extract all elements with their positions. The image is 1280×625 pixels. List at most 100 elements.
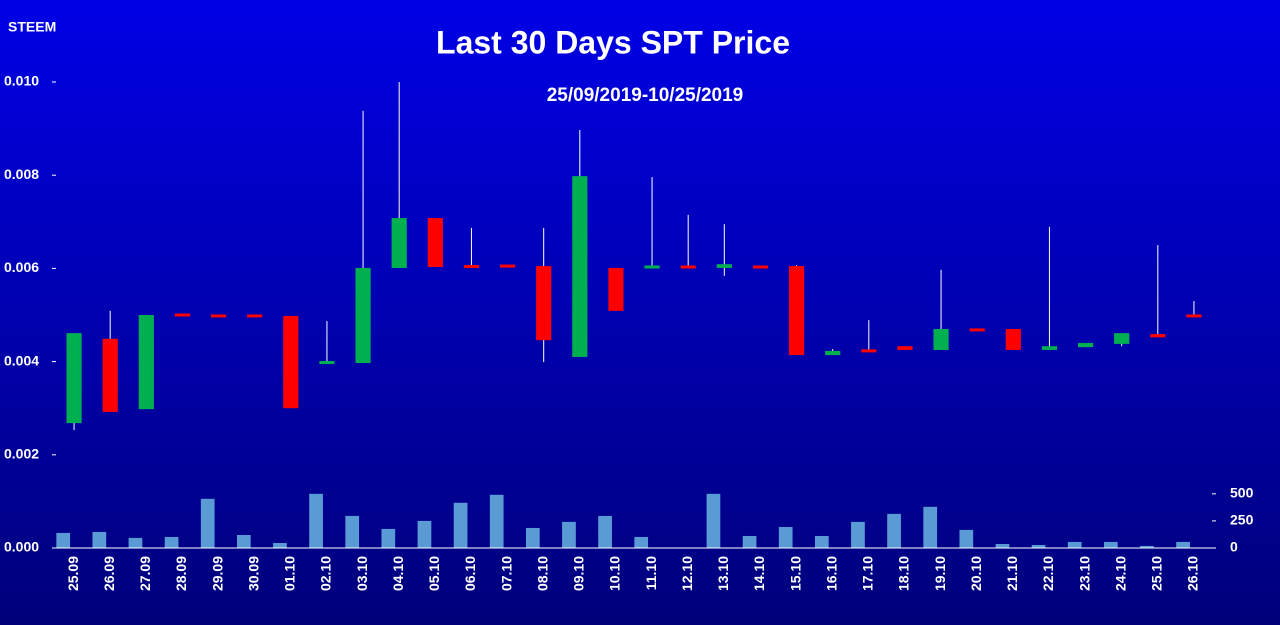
- candle-body: [680, 265, 696, 269]
- x-tick-label: 11.10: [643, 556, 659, 590]
- volume-bar: [598, 515, 612, 548]
- candle-body: [788, 266, 805, 356]
- x-tick-label: 01.10: [282, 556, 298, 591]
- y2-tick-label: 0: [1230, 539, 1238, 555]
- volume-bar: [309, 493, 323, 548]
- candle-body: [716, 264, 732, 268]
- volume-bar: [345, 515, 360, 548]
- candle-body: [1186, 314, 1202, 318]
- candle-body: [572, 176, 588, 357]
- candle-body: [1114, 333, 1130, 344]
- candle-body: [463, 265, 480, 269]
- volume-bar: [706, 493, 721, 548]
- y-tick-label: 0.000: [4, 539, 39, 555]
- volume-bar: [1067, 541, 1082, 548]
- candle-body: [102, 338, 118, 412]
- x-tick-label: 20.10: [968, 556, 984, 591]
- chart-title: Last 30 Days SPT Price: [436, 24, 790, 60]
- x-tick-label: 19.10: [932, 556, 948, 591]
- x-tick-label: 17.10: [860, 556, 876, 591]
- x-tick-label: 30.09: [245, 556, 261, 591]
- candle-body: [933, 328, 949, 350]
- candle-body: [752, 265, 769, 269]
- candle-body: [499, 264, 516, 268]
- volume-bar: [273, 543, 287, 548]
- candle-body: [319, 361, 335, 365]
- x-tick-label: 28.09: [173, 556, 189, 591]
- candle-body: [1041, 346, 1058, 350]
- x-tick-label: 14.10: [751, 556, 767, 591]
- candle-body: [210, 314, 227, 318]
- x-tick-label: 13.10: [715, 556, 731, 591]
- chart-subtitle: 25/09/2019-10/25/2019: [547, 85, 744, 106]
- candle-body: [897, 346, 913, 350]
- volume-bar: [742, 535, 757, 548]
- candle-body: [969, 328, 985, 332]
- volume-bar: [1176, 541, 1190, 548]
- x-tick-label: 15.10: [787, 556, 803, 591]
- volume-bar: [1140, 545, 1154, 548]
- volume-bar: [562, 521, 576, 548]
- volume-bar: [995, 543, 1010, 548]
- volume-bar: [453, 502, 468, 548]
- volume-bar: [1103, 541, 1118, 548]
- candle-body: [138, 315, 154, 410]
- y-tick-label: 0.002: [4, 446, 39, 462]
- volume-bar: [236, 534, 251, 548]
- candle-body: [174, 313, 191, 317]
- candle-body: [247, 314, 263, 318]
- volume-bar: [923, 506, 938, 548]
- candle-body: [1150, 334, 1166, 338]
- volume-bar: [887, 513, 901, 548]
- x-tick-label: 24.10: [1112, 556, 1128, 591]
- candle-body: [608, 267, 624, 311]
- x-tick-label: 18.10: [896, 556, 912, 591]
- volume-bar: [381, 528, 396, 548]
- candle-body: [283, 315, 299, 409]
- y-tick-label: 0.004: [4, 352, 39, 368]
- volume-bar: [164, 536, 179, 548]
- volume-bar: [128, 537, 143, 548]
- volume-bar: [814, 535, 829, 548]
- x-tick-label: 10.10: [607, 556, 623, 591]
- x-tick-label: 26.09: [101, 556, 117, 591]
- x-tick-label: 02.10: [318, 556, 334, 591]
- x-tick-label: 22.10: [1040, 556, 1056, 591]
- volume-bar: [200, 498, 215, 548]
- y-tick-label: 0.006: [4, 259, 39, 275]
- volume-bar: [959, 529, 974, 548]
- volume-bar: [634, 536, 649, 548]
- x-tick-label: 09.10: [571, 556, 587, 591]
- volume-bar: [92, 531, 107, 548]
- candle-body: [825, 350, 841, 356]
- x-tick-label: 21.10: [1004, 556, 1020, 591]
- candle-body: [391, 218, 407, 268]
- x-tick-label: 26.10: [1185, 556, 1201, 591]
- volume-bar: [417, 520, 432, 548]
- candle-body: [1077, 342, 1094, 348]
- x-tick-label: 12.10: [679, 556, 695, 591]
- x-tick-label: 05.10: [426, 556, 442, 591]
- x-tick-label: 16.10: [823, 556, 839, 591]
- x-tick-label: 27.09: [137, 556, 153, 591]
- volume-bar: [778, 526, 793, 548]
- candle-body: [644, 265, 660, 269]
- candle-body: [536, 266, 552, 341]
- volume-bar: [56, 532, 71, 548]
- volume-bar: [489, 494, 504, 548]
- y-tick-label: 0.008: [4, 166, 39, 182]
- x-tick-label: 29.09: [209, 556, 225, 591]
- candle-body: [427, 218, 443, 268]
- x-tick-label: 08.10: [534, 556, 550, 591]
- y2-tick-label: 250: [1230, 512, 1254, 528]
- x-tick-label: 25.10: [1149, 556, 1165, 591]
- candle-body: [861, 349, 877, 353]
- x-tick-label: 04.10: [390, 556, 406, 591]
- candle-body: [355, 267, 371, 363]
- y2-tick-label: 500: [1230, 485, 1254, 501]
- x-tick-label: 23.10: [1076, 556, 1092, 591]
- volume-bar: [851, 521, 865, 548]
- x-tick-label: 25.09: [65, 556, 81, 591]
- y-axis-label: STEEM: [8, 19, 56, 35]
